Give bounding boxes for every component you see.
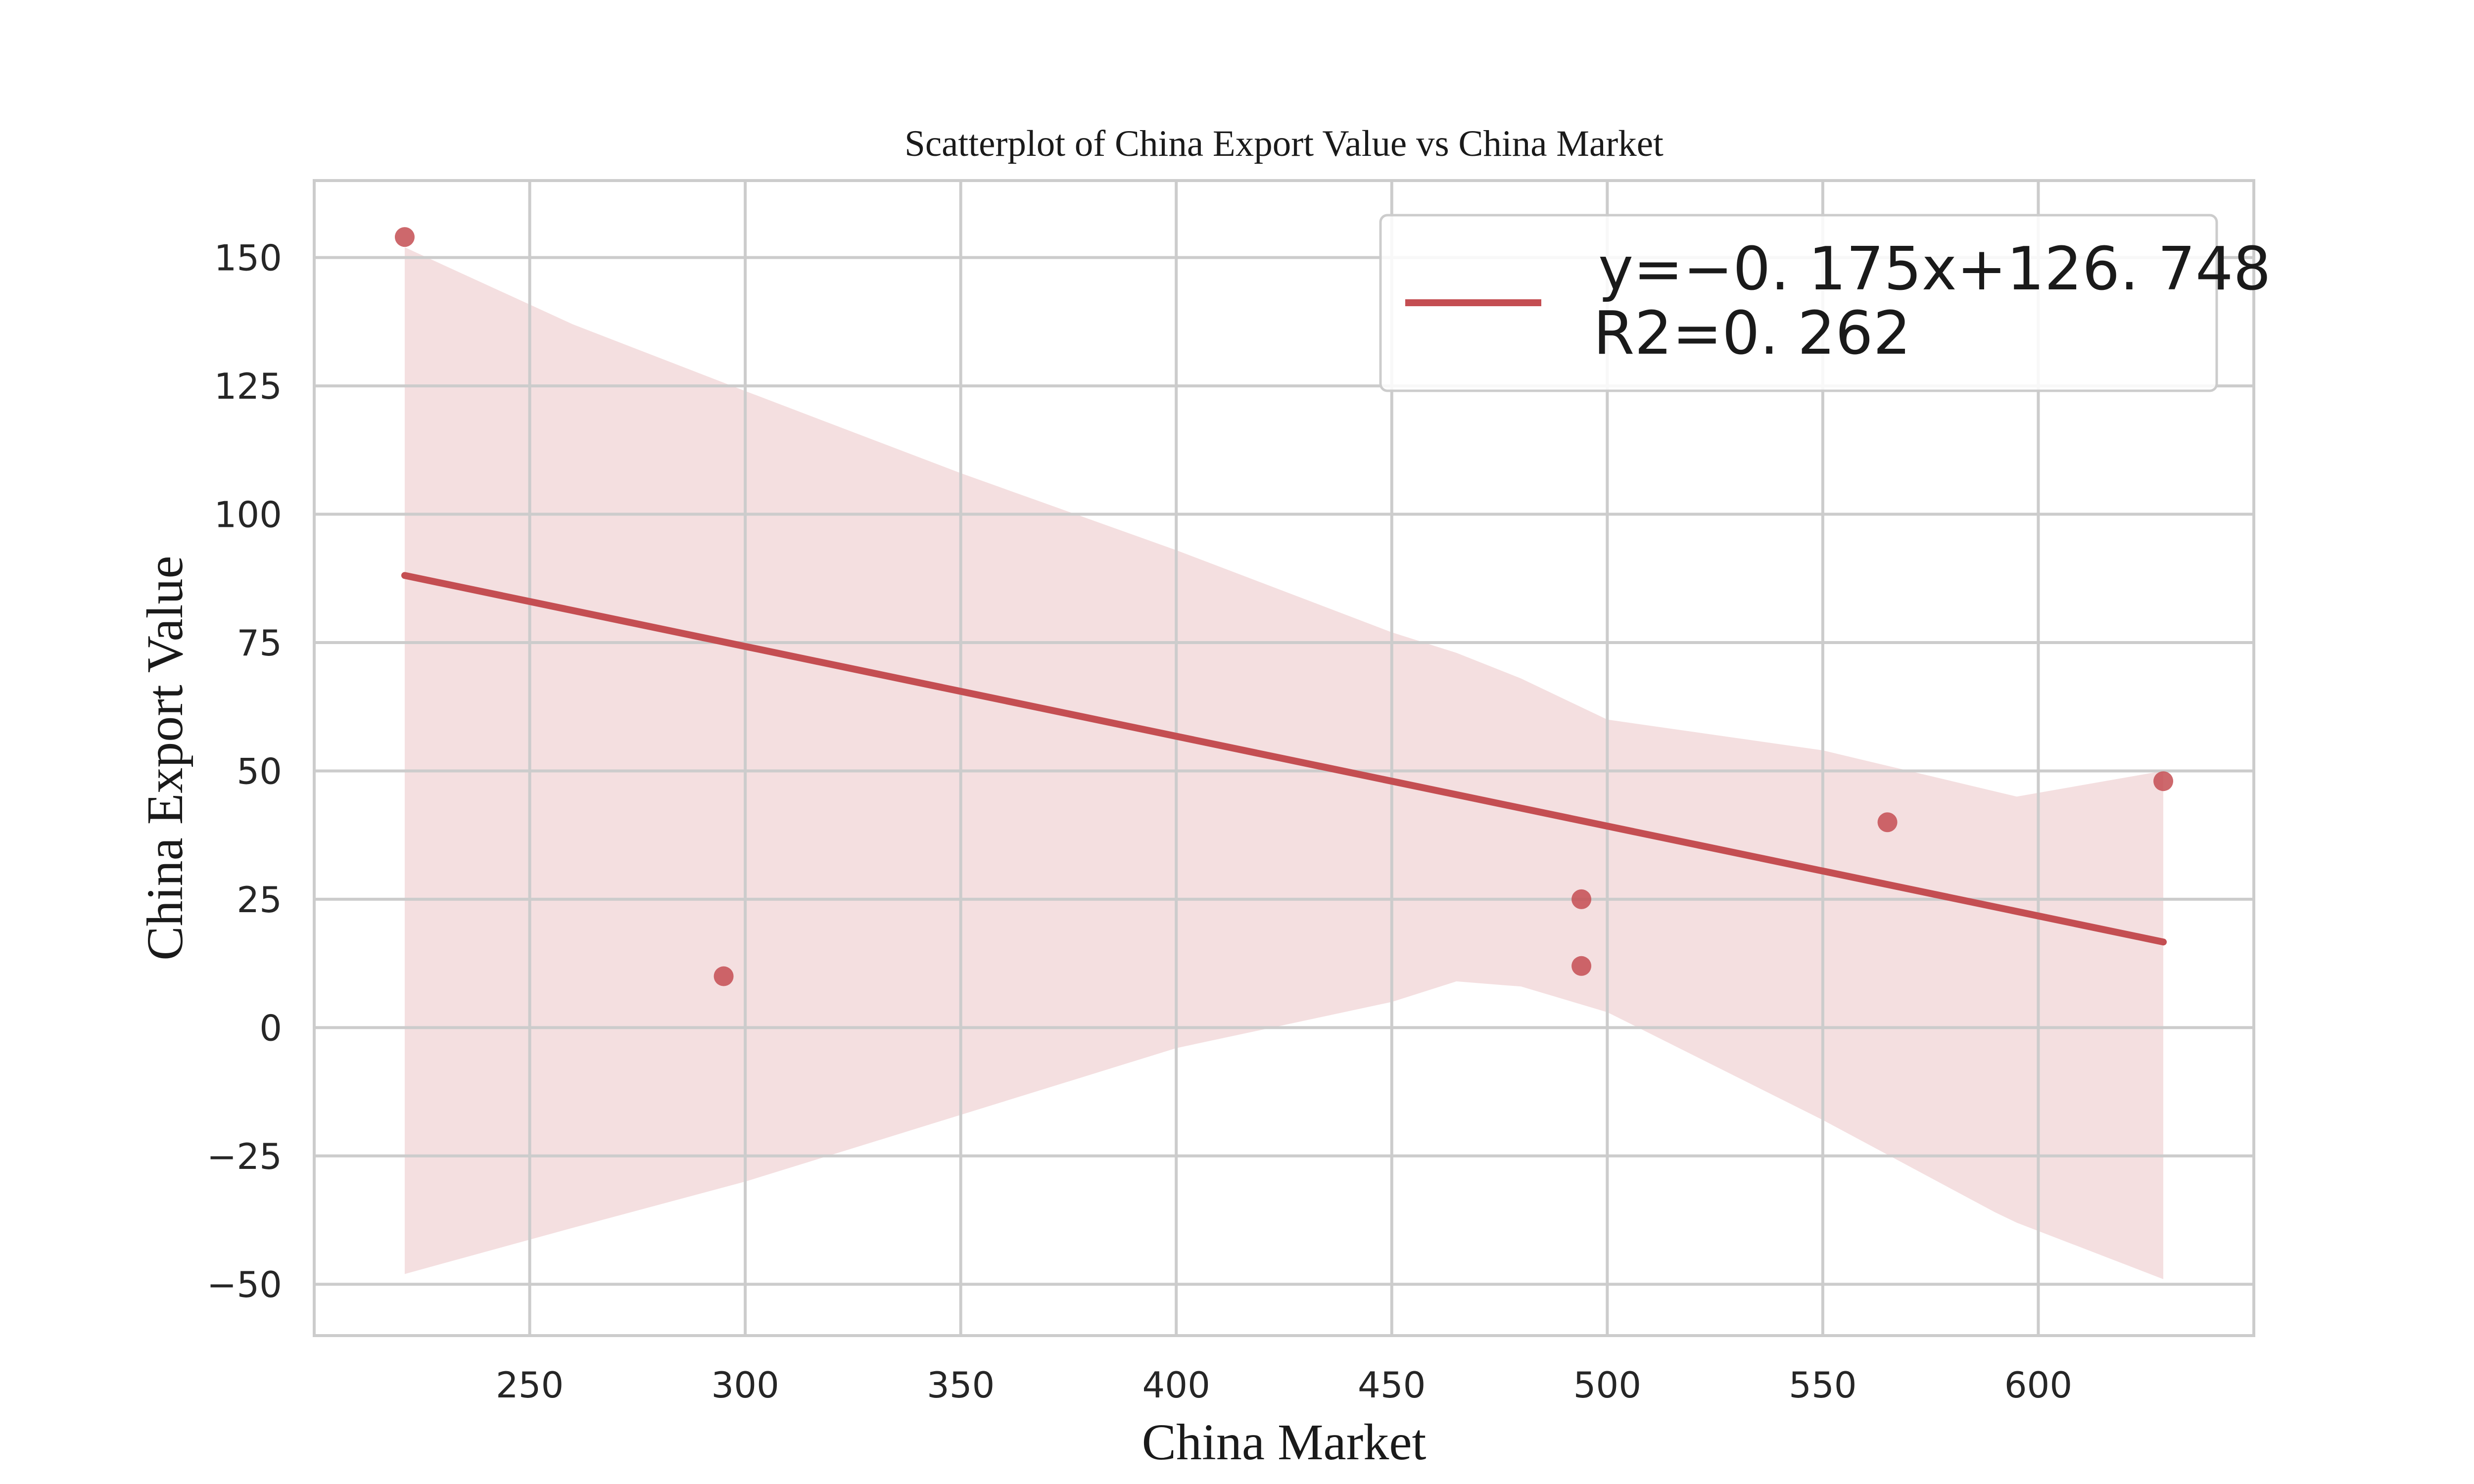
data-point <box>1571 889 1592 909</box>
confidence-band-layer <box>404 247 2164 1279</box>
y-tick-label: 75 <box>237 622 282 664</box>
data-point <box>1877 812 1898 833</box>
data-point <box>394 227 415 247</box>
chart-title: Scatterplot of China Export Value vs Chi… <box>904 123 1664 164</box>
data-point <box>1571 956 1592 976</box>
x-tick-label: 300 <box>711 1364 779 1406</box>
data-point <box>714 966 734 986</box>
tick-labels-layer: 250 300 350 400 450 500 550 600 −50 −25 0 25 50 75 100… <box>207 237 2072 1406</box>
x-tick-label: 550 <box>1789 1364 1856 1406</box>
confidence-band <box>404 247 2164 1279</box>
legend-r-squared: R2=0. 262 <box>1593 299 1911 368</box>
y-tick-label: 125 <box>214 366 282 407</box>
x-tick-label: 250 <box>496 1364 564 1406</box>
legend: y=−0. 175x+126. 748 R2=0. 262 <box>1379 214 2271 392</box>
y-tick-label: 0 <box>259 1007 282 1049</box>
y-tick-label: 100 <box>214 494 282 536</box>
data-point <box>2153 771 2174 791</box>
y-tick-label: −25 <box>207 1136 282 1177</box>
x-tick-label: 450 <box>1358 1364 1426 1406</box>
grid-layer <box>314 181 2254 1336</box>
y-tick-label: 50 <box>237 750 282 792</box>
x-tick-label: 500 <box>1573 1364 1641 1406</box>
y-tick-label: −50 <box>207 1264 282 1305</box>
y-tick-label: 25 <box>237 879 282 921</box>
regression-line-layer <box>401 572 2167 946</box>
legend-equation: y=−0. 175x+126. 748 <box>1598 235 2271 304</box>
legend-box <box>1379 214 2218 392</box>
y-axis-label: China Export Value <box>137 556 193 960</box>
x-tick-label: 400 <box>1142 1364 1210 1406</box>
y-tick-label: 150 <box>214 237 282 279</box>
regression-line <box>401 572 2167 946</box>
x-tick-label: 350 <box>927 1364 995 1406</box>
x-tick-label: 600 <box>2004 1364 2072 1406</box>
plot-frame <box>313 179 2255 1337</box>
x-axis-label: China Market <box>1142 1414 1427 1471</box>
data-points-layer <box>394 227 2174 986</box>
